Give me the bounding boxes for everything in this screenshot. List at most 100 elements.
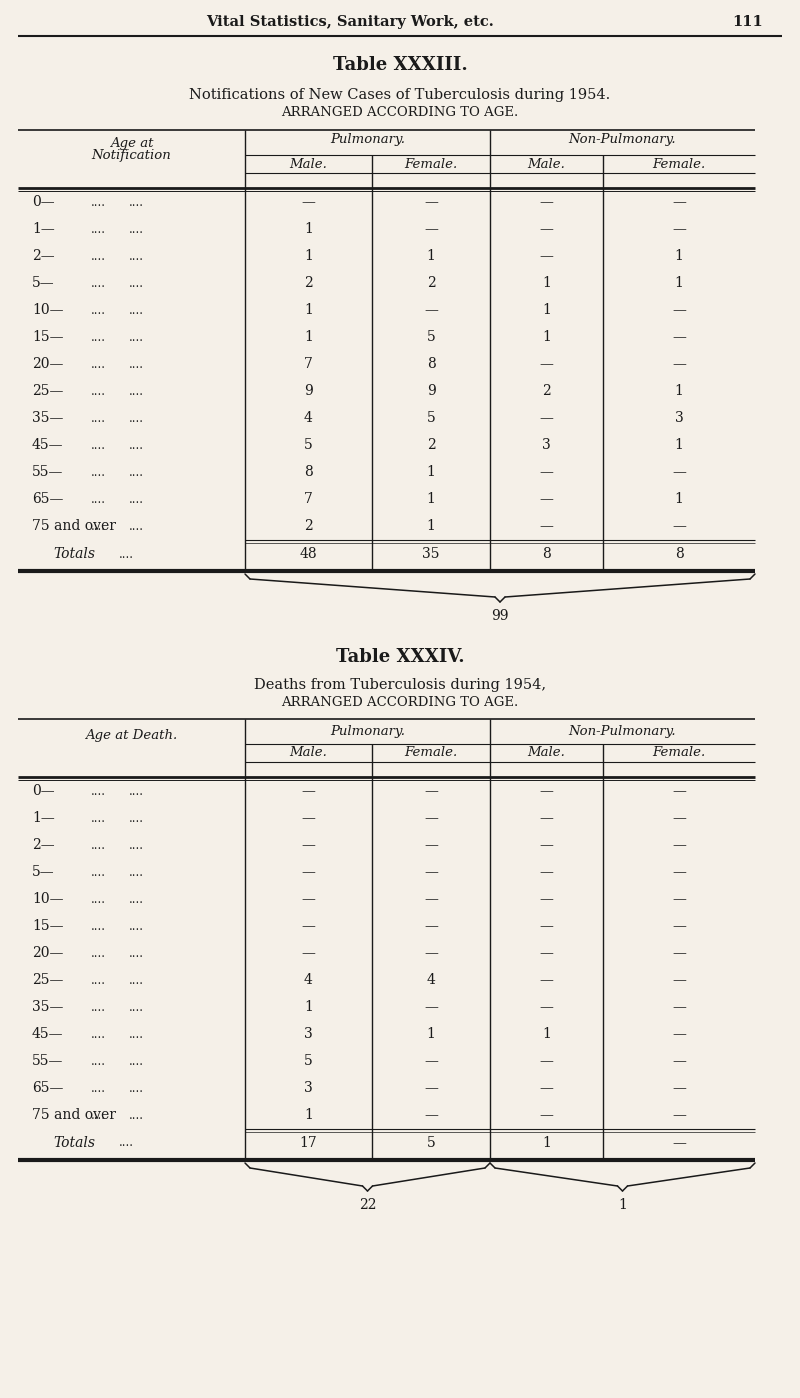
Text: 9: 9 bbox=[304, 384, 313, 398]
Text: —: — bbox=[424, 1081, 438, 1095]
Text: 1: 1 bbox=[674, 438, 683, 452]
Text: —: — bbox=[424, 1000, 438, 1014]
Text: ....: .... bbox=[90, 946, 106, 959]
Text: 0—: 0— bbox=[32, 784, 54, 798]
Text: 35: 35 bbox=[422, 547, 440, 561]
Text: 1: 1 bbox=[426, 1028, 435, 1042]
Text: —: — bbox=[672, 519, 686, 533]
Text: —: — bbox=[539, 1054, 554, 1068]
Text: 35—: 35— bbox=[32, 1000, 63, 1014]
Text: Totals: Totals bbox=[53, 1137, 95, 1151]
Text: ....: .... bbox=[90, 784, 106, 797]
Text: 2: 2 bbox=[426, 275, 435, 289]
Text: ....: .... bbox=[129, 492, 143, 506]
Text: ....: .... bbox=[90, 277, 106, 289]
Text: 55—: 55— bbox=[32, 1054, 63, 1068]
Text: ....: .... bbox=[129, 1001, 143, 1014]
Text: ....: .... bbox=[129, 222, 143, 235]
Text: Male.: Male. bbox=[527, 747, 566, 759]
Text: Age at: Age at bbox=[110, 137, 154, 150]
Text: —: — bbox=[424, 1109, 438, 1123]
Text: 25—: 25— bbox=[32, 973, 63, 987]
Text: ....: .... bbox=[90, 1001, 106, 1014]
Text: ....: .... bbox=[129, 411, 143, 425]
Text: ARRANGED ACCORDING TO AGE.: ARRANGED ACCORDING TO AGE. bbox=[282, 106, 518, 119]
Text: —: — bbox=[672, 1081, 686, 1095]
Text: Male.: Male. bbox=[527, 158, 566, 171]
Text: 2: 2 bbox=[304, 275, 313, 289]
Text: 10—: 10— bbox=[32, 303, 63, 317]
Text: 1: 1 bbox=[304, 330, 313, 344]
Text: 3: 3 bbox=[304, 1028, 313, 1042]
Text: —: — bbox=[302, 946, 315, 960]
Text: 5: 5 bbox=[426, 411, 435, 425]
Text: 8: 8 bbox=[426, 356, 435, 370]
Text: ....: .... bbox=[129, 1054, 143, 1068]
Text: —: — bbox=[672, 837, 686, 851]
Text: 65—: 65— bbox=[32, 492, 63, 506]
Text: 1—: 1— bbox=[32, 811, 54, 825]
Text: ....: .... bbox=[90, 812, 106, 825]
Text: ....: .... bbox=[90, 1082, 106, 1095]
Text: —: — bbox=[539, 519, 554, 533]
Text: 20—: 20— bbox=[32, 356, 63, 370]
Text: —: — bbox=[539, 892, 554, 906]
Text: 65—: 65— bbox=[32, 1081, 63, 1095]
Text: ....: .... bbox=[90, 865, 106, 878]
Text: 1: 1 bbox=[542, 1028, 551, 1042]
Text: ....: .... bbox=[90, 892, 106, 906]
Text: 1: 1 bbox=[542, 1137, 551, 1151]
Text: —: — bbox=[672, 1054, 686, 1068]
Text: ....: .... bbox=[90, 358, 106, 370]
Text: 20—: 20— bbox=[32, 946, 63, 960]
Text: 8: 8 bbox=[674, 547, 683, 561]
Text: Totals: Totals bbox=[53, 547, 95, 561]
Text: —: — bbox=[672, 222, 686, 236]
Text: —: — bbox=[302, 918, 315, 932]
Text: ....: .... bbox=[90, 303, 106, 316]
Text: —: — bbox=[302, 811, 315, 825]
Text: 0—: 0— bbox=[32, 196, 54, 210]
Text: 15—: 15— bbox=[32, 918, 63, 932]
Text: 5: 5 bbox=[426, 330, 435, 344]
Text: ....: .... bbox=[129, 892, 143, 906]
Text: ....: .... bbox=[90, 384, 106, 397]
Text: Age at Death.: Age at Death. bbox=[86, 730, 178, 742]
Text: —: — bbox=[302, 837, 315, 851]
Text: 25—: 25— bbox=[32, 384, 63, 398]
Text: 5—: 5— bbox=[32, 865, 54, 879]
Text: ....: .... bbox=[90, 222, 106, 235]
Text: —: — bbox=[424, 837, 438, 851]
Text: Male.: Male. bbox=[290, 158, 327, 171]
Text: —: — bbox=[539, 356, 554, 370]
Text: 55—: 55— bbox=[32, 466, 63, 480]
Text: Notifications of New Cases of Tuberculosis during 1954.: Notifications of New Cases of Tuberculos… bbox=[190, 88, 610, 102]
Text: —: — bbox=[672, 1109, 686, 1123]
Text: Pulmonary.: Pulmonary. bbox=[330, 133, 405, 147]
Text: Female.: Female. bbox=[404, 747, 458, 759]
Text: ....: .... bbox=[129, 784, 143, 797]
Text: —: — bbox=[539, 222, 554, 236]
Text: 5—: 5— bbox=[32, 275, 54, 289]
Text: ....: .... bbox=[90, 466, 106, 478]
Text: Female.: Female. bbox=[652, 747, 706, 759]
Text: ....: .... bbox=[90, 520, 106, 533]
Text: —: — bbox=[672, 466, 686, 480]
Text: —: — bbox=[539, 411, 554, 425]
Text: ....: .... bbox=[129, 196, 143, 208]
Text: —: — bbox=[302, 892, 315, 906]
Text: 99: 99 bbox=[491, 610, 509, 624]
Text: ....: .... bbox=[90, 196, 106, 208]
Text: Female.: Female. bbox=[404, 158, 458, 171]
Text: —: — bbox=[539, 492, 554, 506]
Text: 1: 1 bbox=[542, 303, 551, 317]
Text: Non-Pulmonary.: Non-Pulmonary. bbox=[569, 724, 676, 738]
Text: —: — bbox=[424, 1054, 438, 1068]
Text: 4: 4 bbox=[304, 411, 313, 425]
Text: —: — bbox=[672, 784, 686, 798]
Text: ARRANGED ACCORDING TO AGE.: ARRANGED ACCORDING TO AGE. bbox=[282, 696, 518, 710]
Text: ....: .... bbox=[129, 839, 143, 851]
Text: 10—: 10— bbox=[32, 892, 63, 906]
Text: 111: 111 bbox=[733, 15, 763, 29]
Text: 15—: 15— bbox=[32, 330, 63, 344]
